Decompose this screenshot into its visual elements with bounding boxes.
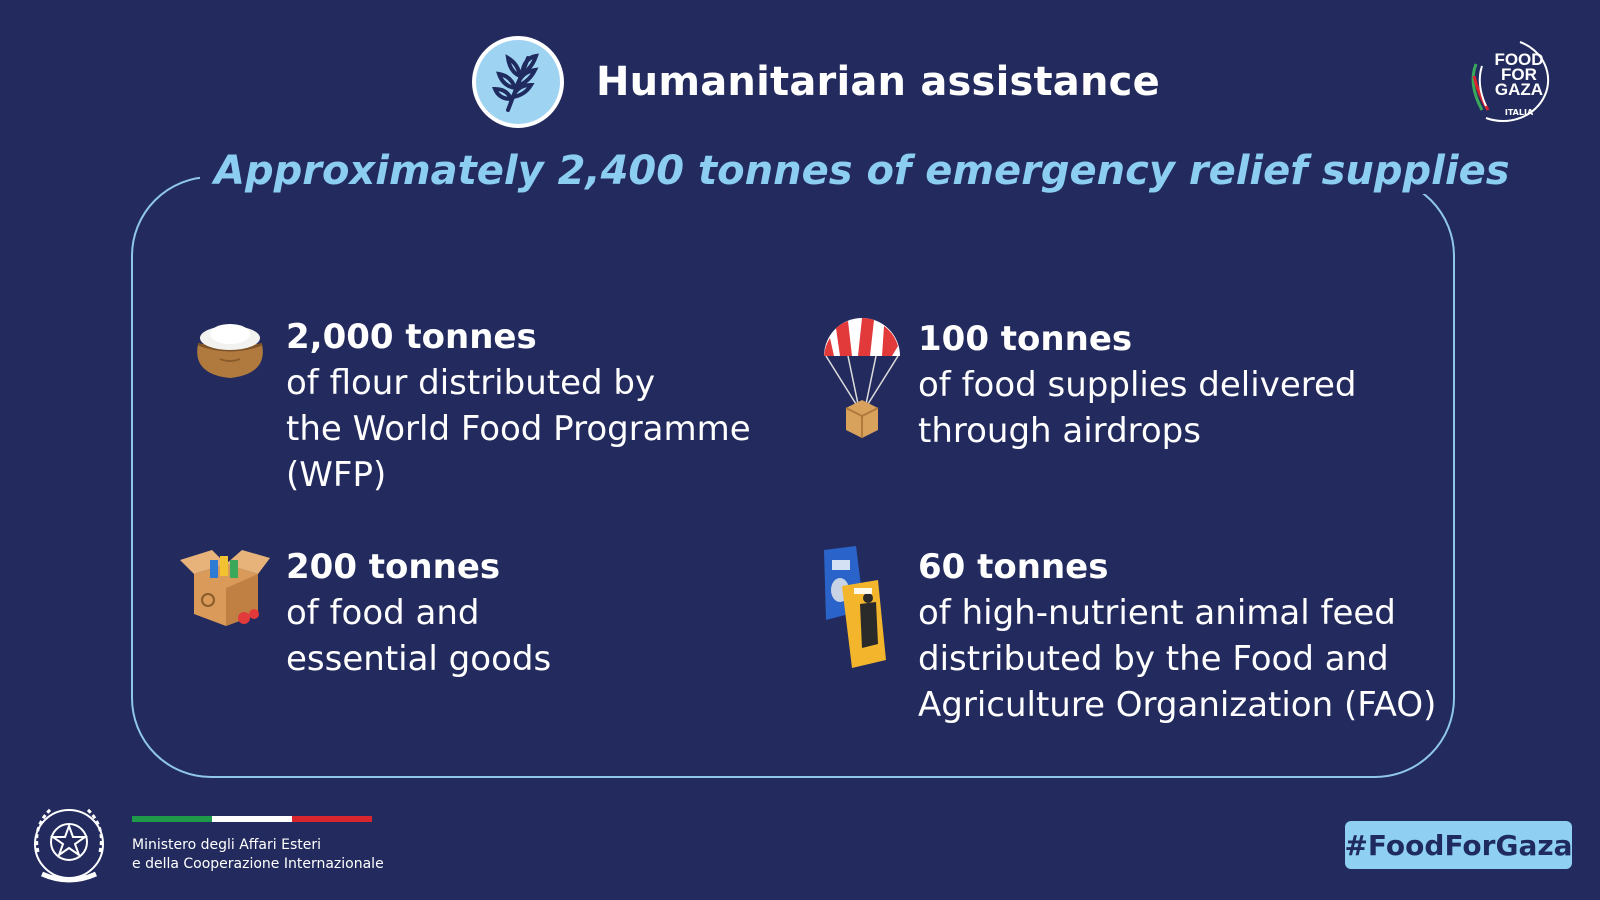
- italian-republic-emblem-icon: [28, 800, 110, 888]
- stat-desc-line: of food and: [286, 593, 480, 633]
- hashtag-badge: #FoodForGaza: [1344, 821, 1573, 869]
- subtitle-text: Approximately 2,400 tonnes of emergency …: [200, 148, 1524, 194]
- stat-desc-line: of high-nutrient animal feed: [918, 593, 1396, 633]
- ministry-line: e della Cooperazione Internazionale: [132, 856, 384, 872]
- logo-line-gaza: GAZA: [1494, 80, 1544, 99]
- stat-amount: 100 tonnes: [918, 319, 1133, 359]
- header: Humanitarian assistance: [472, 34, 1160, 130]
- stat-desc-line: the World Food Programme: [286, 409, 751, 449]
- stat-desc-line: of flour distributed by: [286, 363, 656, 403]
- page-title: Humanitarian assistance: [596, 59, 1160, 105]
- ministry-name: Ministero degli Affari Esteri e della Co…: [132, 836, 384, 874]
- stat-desc-line: essential goods: [286, 639, 552, 679]
- logo-line-food: FOOD: [1494, 50, 1544, 69]
- logo-italia: ITALIA: [1504, 108, 1534, 117]
- wheat-icon: [472, 36, 564, 128]
- food-for-gaza-logo: FOOD FOR GAZA ITALIA: [1462, 36, 1562, 126]
- flag-white: [212, 816, 292, 822]
- animal-feed-bags-icon: [816, 544, 892, 678]
- italian-flag-bar: [132, 816, 372, 822]
- stat-amount: 200 tonnes: [286, 547, 501, 587]
- stat-desc-line: of food supplies delivered: [918, 365, 1357, 405]
- ministry-line: Ministero degli Affari Esteri: [132, 837, 321, 853]
- flag-red: [292, 816, 372, 822]
- flour-sack-icon: [190, 314, 270, 388]
- stat-desc-line: distributed by the Food and: [918, 639, 1389, 679]
- parachute-airdrop-icon: [822, 316, 902, 444]
- flag-green: [132, 816, 212, 822]
- stat-amount: 60 tonnes: [918, 547, 1109, 587]
- stat-amount: 2,000 tonnes: [286, 317, 537, 357]
- stat-desc-line: through airdrops: [918, 411, 1201, 451]
- subtitle: Approximately 2,400 tonnes of emergency …: [200, 148, 1524, 194]
- stat-desc-line: Agriculture Organization (FAO): [918, 685, 1437, 725]
- stat-desc-line: (WFP): [286, 455, 387, 495]
- food-box-icon: [180, 544, 270, 632]
- logo-line-for: FOR: [1501, 65, 1537, 84]
